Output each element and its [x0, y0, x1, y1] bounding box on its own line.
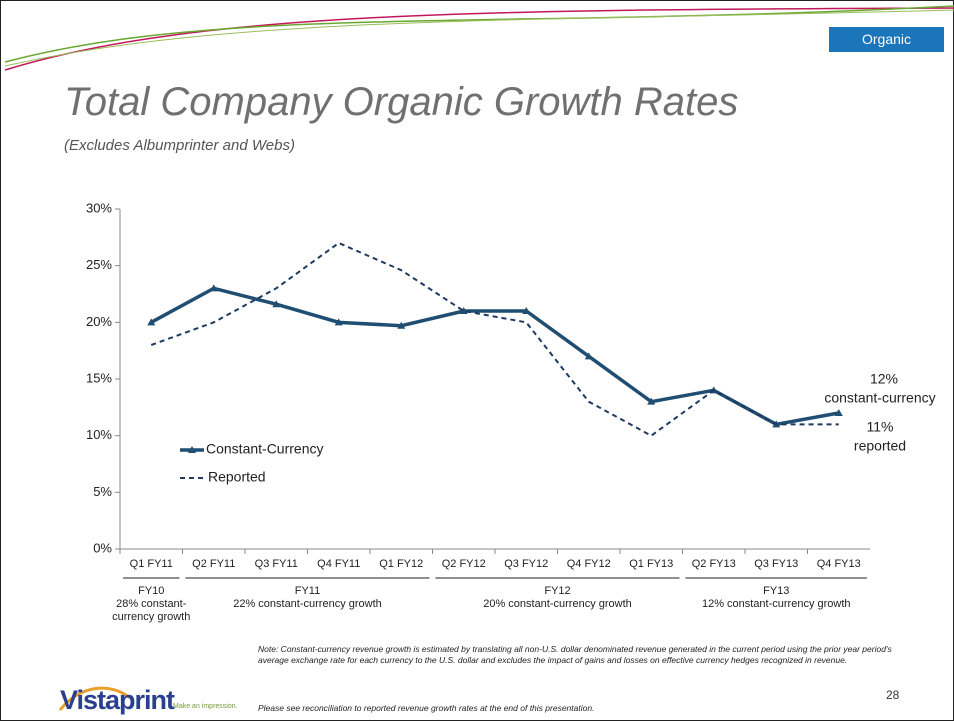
- y-tick-label: 5%: [93, 484, 112, 499]
- marker: [397, 321, 406, 329]
- deco-curve: [4, 9, 954, 67]
- series-line: [150, 241, 839, 437]
- marker: [647, 397, 656, 405]
- logo-swoosh: [58, 686, 131, 711]
- x-tick-label: Q2 FY12: [442, 558, 486, 570]
- group-note: 20% constant-currency growth: [483, 598, 632, 610]
- group-label: FY10: [138, 585, 165, 597]
- x-tick-label: Q4 FY11: [317, 558, 360, 570]
- x-tick-label: Q1 FY11: [130, 558, 173, 570]
- series-line: [150, 286, 840, 427]
- x-tick-label: Q2 FY11: [192, 558, 235, 570]
- x-tick-label: Q3 FY13: [754, 558, 798, 570]
- slide-subtitle: (Excludes Albumprinter and Webs): [64, 137, 295, 154]
- logo: Vistaprint: [60, 685, 175, 715]
- group-label: FY13: [763, 585, 790, 597]
- annotation: 12%: [870, 371, 898, 387]
- annotation: 11%: [867, 419, 894, 435]
- y-tick-label: 30%: [86, 200, 112, 215]
- group-label: FY11: [294, 585, 321, 597]
- slide-title: Total Company Organic Growth Rates: [64, 80, 739, 124]
- annotation: constant-currency: [824, 390, 935, 406]
- x-tick-label: Q3 FY12: [504, 558, 548, 570]
- legend-label: Constant-Currency: [206, 441, 324, 457]
- x-tick-label: Q1 FY13: [629, 558, 673, 570]
- section-tab: Organic: [829, 27, 944, 52]
- x-tick-label: Q2 FY13: [692, 558, 736, 570]
- x-tick-label: Q3 FY11: [255, 558, 298, 570]
- deco-curve: [4, 7, 954, 71]
- footer: Please see reconciliation to reported re…: [258, 703, 595, 713]
- x-tick-label: Q4 FY13: [817, 558, 861, 570]
- marker: [522, 307, 531, 314]
- x-tick-label: Q4 FY12: [567, 558, 611, 570]
- x-tick-label: Q1 FY12: [379, 558, 423, 570]
- tagline: Make an impression.: [173, 703, 238, 710]
- legend-marker: [188, 446, 196, 453]
- marker: [334, 318, 343, 326]
- annotation: reported: [854, 438, 906, 454]
- page-number: 28: [886, 688, 900, 702]
- deco-curve: [4, 5, 954, 63]
- note: Note: Constant-currency revenue growth i…: [258, 644, 892, 665]
- marker: [584, 352, 593, 360]
- group-note: 12% constant-currency growth: [701, 598, 851, 610]
- marker: [272, 300, 281, 308]
- marker: [147, 318, 156, 326]
- marker: [459, 307, 468, 314]
- y-tick-label: 10%: [86, 427, 112, 442]
- group-note: 28% constant-currency growth: [112, 598, 191, 623]
- group-note: 22% constant-currency growth: [233, 598, 382, 610]
- y-tick-label: 0%: [93, 540, 112, 555]
- y-tick-label: 25%: [86, 257, 112, 272]
- y-tick-label: 15%: [86, 370, 112, 385]
- y-tick-label: 20%: [86, 314, 112, 329]
- legend-label: Reported: [208, 469, 266, 485]
- group-label: FY12: [544, 585, 571, 597]
- marker: [834, 409, 843, 416]
- marker: [209, 284, 218, 292]
